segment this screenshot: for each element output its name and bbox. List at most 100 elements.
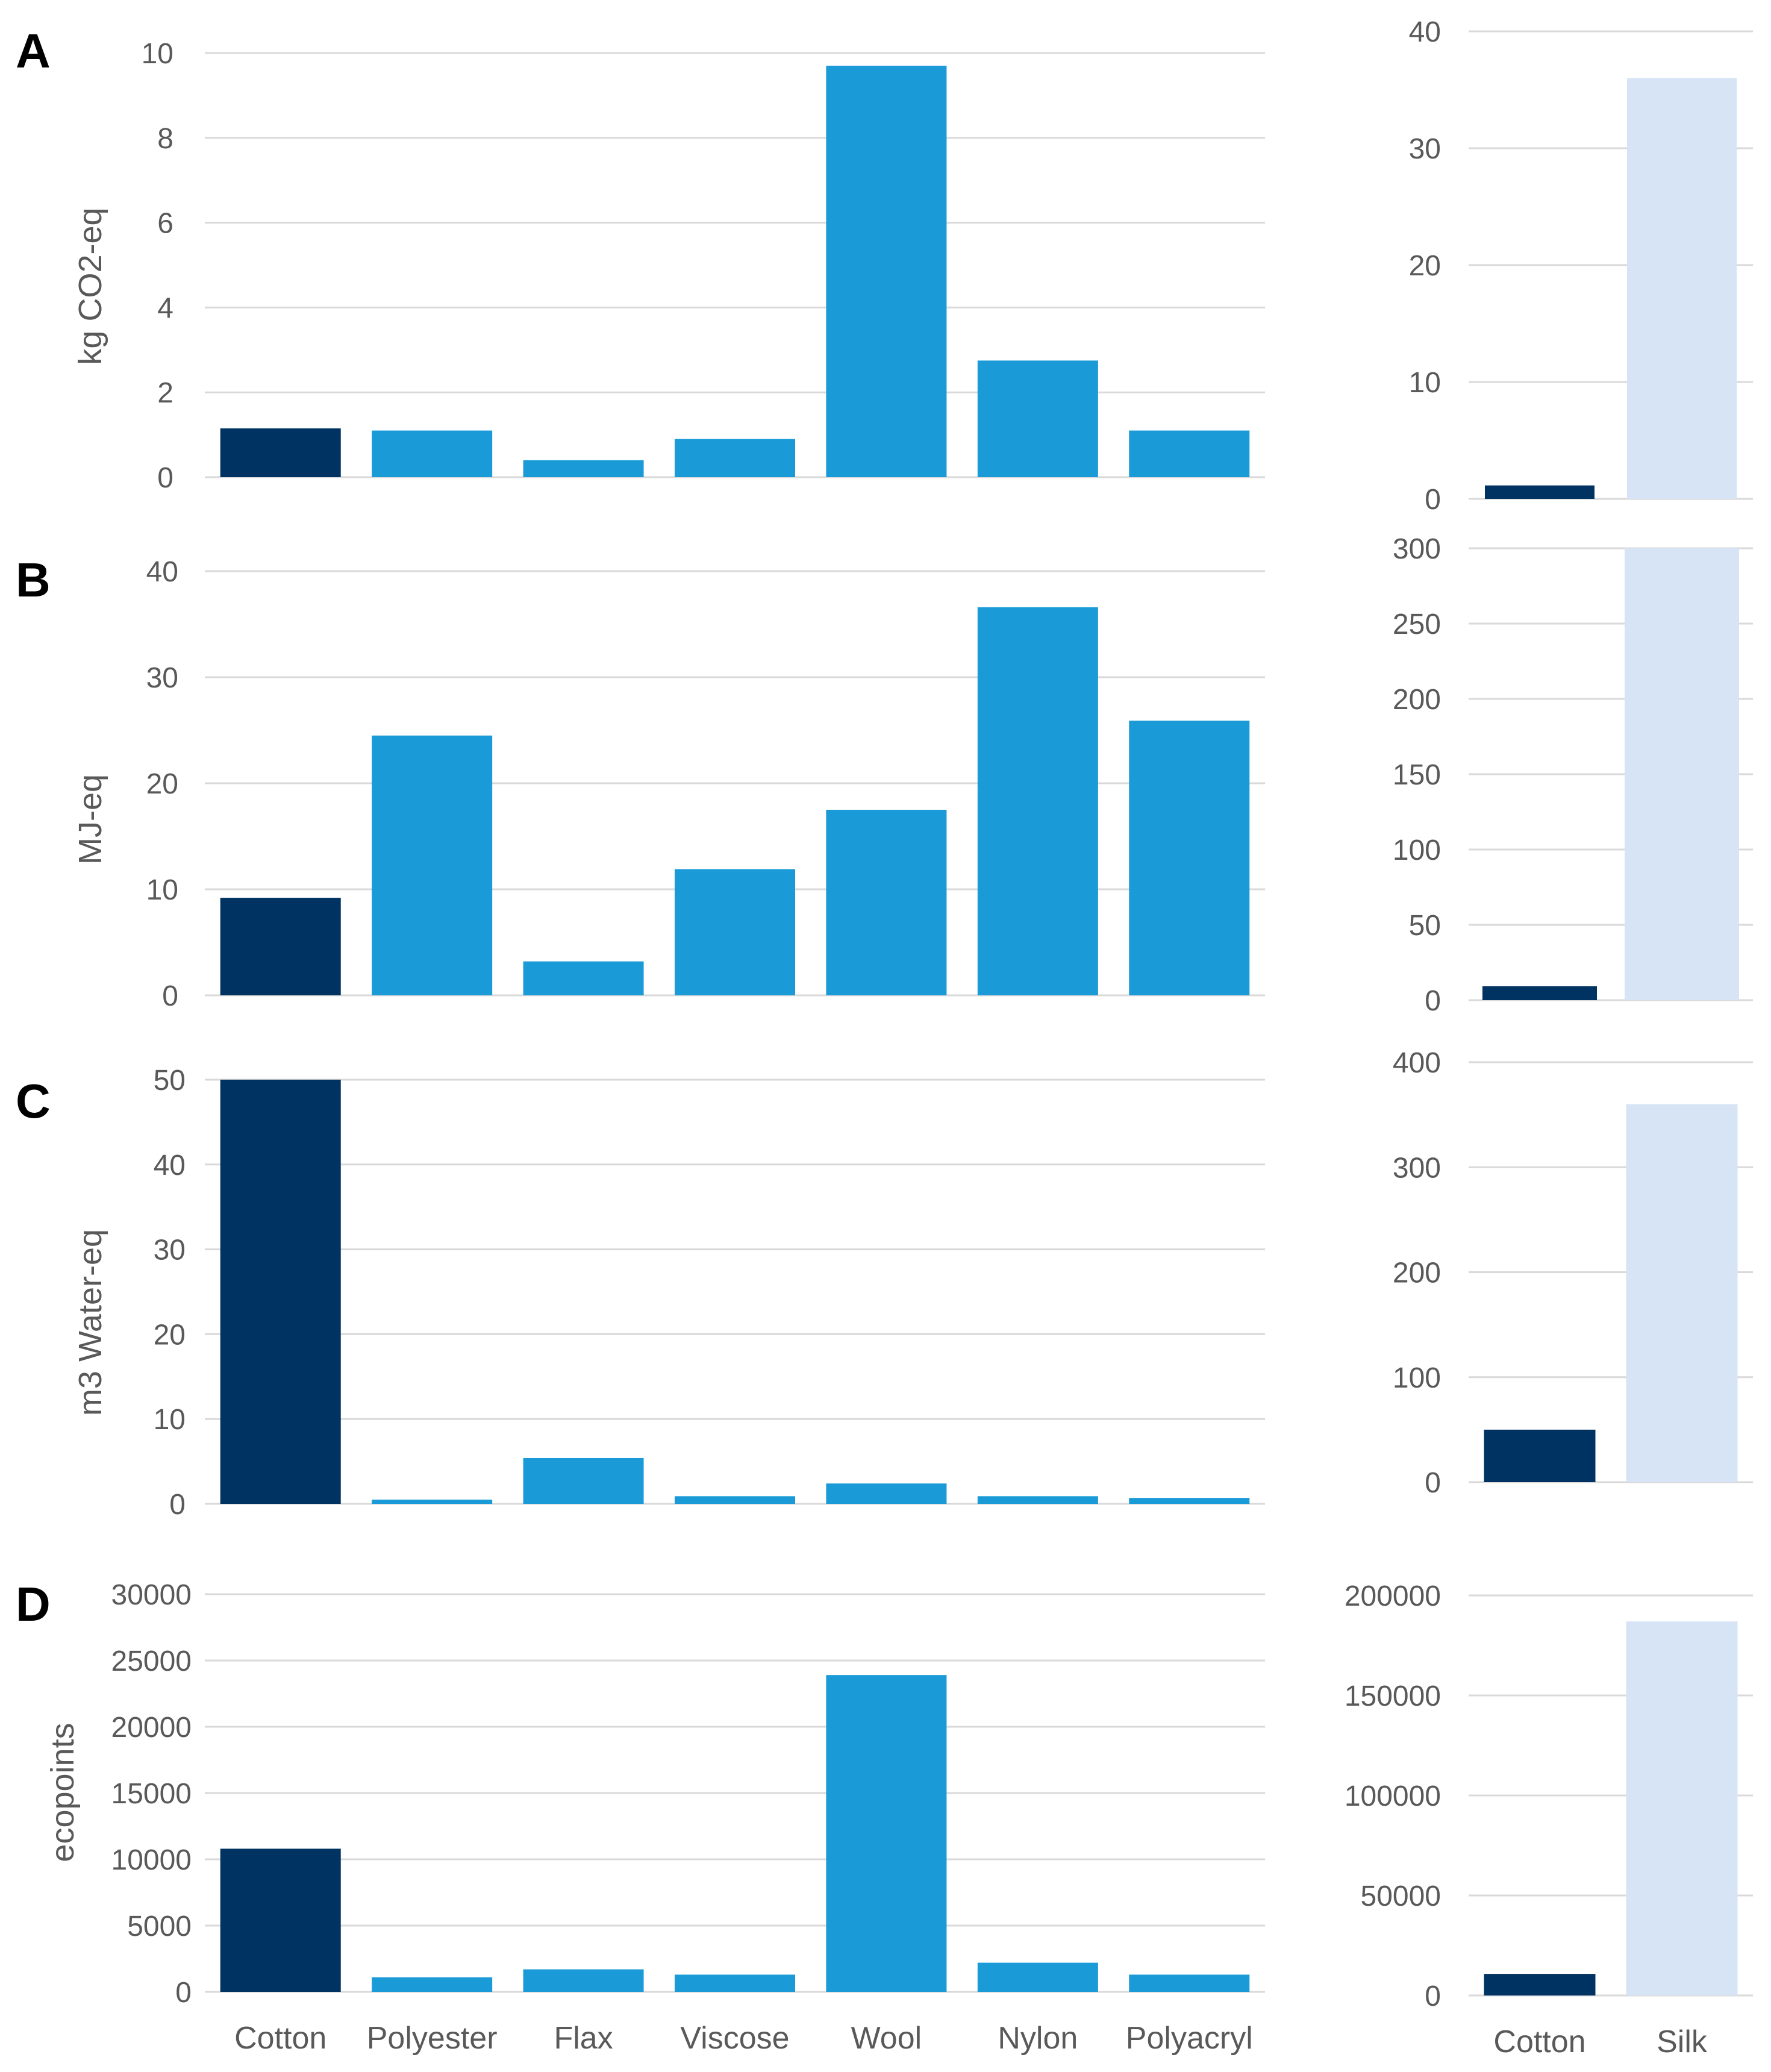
y-tick-label-d-inset-50000: 50000: [1361, 1880, 1441, 1912]
y-tick-label-b-inset-50: 50: [1409, 910, 1441, 942]
y-tick-label-b-inset-100: 100: [1393, 834, 1441, 866]
bar-c-polyacryl: [1129, 1498, 1250, 1504]
y-tick-label-a-8: 8: [157, 123, 173, 155]
y-tick-label-b-10: 10: [146, 874, 178, 906]
panel-letter-a: A: [16, 24, 51, 78]
bar-a-nylon: [977, 360, 1098, 477]
bar-d-viscose: [675, 1974, 795, 1992]
y-axis-label-b: MJ-eq: [72, 774, 108, 865]
y-tick-label-d-5000: 5000: [127, 1911, 192, 1942]
y-tick-label-b-inset-200: 200: [1393, 684, 1441, 716]
y-tick-label-d-30000: 30000: [111, 1579, 192, 1611]
y-tick-label-d-0: 0: [175, 1977, 192, 2009]
y-tick-label-a-inset-10: 10: [1409, 367, 1441, 399]
bar-b-polyacryl: [1129, 721, 1250, 995]
y-tick-label-c-inset-200: 200: [1393, 1257, 1441, 1289]
category-label-d-cotton: Cotton: [234, 2021, 326, 2056]
chart-c: 0 10 20 30 40 50 m3 Water-eq: [72, 1065, 1265, 1521]
y-tick-label-a-inset-30: 30: [1409, 133, 1441, 165]
bar-a-viscose: [675, 439, 795, 477]
y-tick-label-b-20: 20: [146, 768, 178, 800]
chart-b-inset: 0 50 100 150 200 250 300: [1393, 533, 1753, 1017]
y-tick-label-b-30: 30: [146, 662, 178, 694]
y-tick-label-d-inset-0: 0: [1425, 1980, 1441, 2012]
bar-d-cotton: [220, 1848, 341, 1992]
bar-b-polyester: [372, 735, 493, 995]
category-label-d-polyester: Polyester: [367, 2021, 498, 2056]
bar-a-polyacryl: [1129, 430, 1250, 477]
y-tick-label-a-10: 10: [142, 38, 173, 70]
category-label-d-polyacryl: Polyacryl: [1126, 2021, 1253, 2056]
bar-c-polyester: [372, 1499, 493, 1504]
y-tick-label-c-20: 20: [154, 1319, 186, 1351]
bar-b-flax: [523, 961, 644, 995]
chart-d: 0 5000 10000 15000 20000 25000 30000 ecopoints C…: [45, 1579, 1265, 2056]
y-tick-label-d-inset-150000: 150000: [1345, 1680, 1441, 1712]
y-tick-label-c-inset-400: 400: [1393, 1047, 1441, 1079]
y-tick-label-c-inset-300: 300: [1393, 1152, 1441, 1184]
category-label-d-wool: Wool: [851, 2021, 922, 2056]
bar-c-nylon: [977, 1496, 1098, 1504]
bar-d-nylon: [977, 1962, 1098, 1992]
bar-c-wool: [826, 1483, 947, 1504]
y-tick-label-b-0: 0: [162, 980, 178, 1012]
y-tick-label-a-0: 0: [157, 462, 173, 494]
bar-b-cotton: [220, 898, 341, 995]
category-label-d-flax: Flax: [554, 2021, 613, 2056]
bar-a-wool: [826, 66, 947, 478]
bar-b-nylon: [977, 607, 1098, 995]
y-tick-label-b-inset-0: 0: [1425, 985, 1441, 1017]
y-tick-label-b-inset-300: 300: [1393, 533, 1441, 565]
panel-letter-b: B: [16, 553, 51, 607]
bar-a-inset-cotton: [1485, 485, 1595, 499]
y-tick-label-d-10000: 10000: [111, 1844, 192, 1876]
y-axis-label-a: kg CO2-eq: [72, 207, 108, 365]
bar-c-cotton: [220, 1080, 341, 1504]
bar-c-viscose: [675, 1496, 795, 1504]
y-tick-label-a-inset-0: 0: [1425, 484, 1441, 516]
bar-c-inset-silk: [1626, 1104, 1738, 1482]
bar-a-inset-silk: [1627, 78, 1737, 499]
bar-a-cotton: [220, 428, 341, 477]
bar-a-polyester: [372, 430, 493, 477]
y-tick-label-d-15000: 15000: [111, 1778, 192, 1810]
bar-b-inset-cotton: [1482, 986, 1597, 1000]
bar-d-flax: [523, 1969, 644, 1992]
y-tick-label-b-inset-150: 150: [1393, 759, 1441, 791]
y-tick-label-d-inset-100000: 100000: [1345, 1780, 1441, 1812]
y-tick-label-d-20000: 20000: [111, 1712, 192, 1744]
y-tick-label-a-inset-40: 40: [1409, 16, 1441, 48]
y-tick-label-c-40: 40: [154, 1150, 186, 1182]
panel-letter-d: D: [16, 1577, 51, 1631]
y-tick-label-c-30: 30: [154, 1235, 186, 1266]
chart-d-inset: 0 50000 100000 150000 200000 Cotton Silk: [1345, 1580, 1753, 2059]
y-tick-label-a-2: 2: [157, 377, 173, 409]
bar-b-viscose: [675, 869, 795, 995]
y-tick-label-c-50: 50: [154, 1065, 186, 1097]
bar-c-flax: [523, 1457, 644, 1504]
y-tick-label-d-25000: 25000: [111, 1645, 192, 1677]
category-label-d-inset-cotton: Cotton: [1493, 2024, 1585, 2059]
y-tick-label-c-inset-0: 0: [1425, 1467, 1441, 1499]
y-axis-label-d: ecopoints: [45, 1723, 81, 1862]
y-tick-label-a-inset-20: 20: [1409, 250, 1441, 282]
bar-d-polyester: [372, 1977, 493, 1992]
chart-c-inset: 0 100 200 300 400: [1393, 1047, 1753, 1499]
bar-a-flax: [523, 460, 644, 477]
category-label-d-inset-silk: Silk: [1657, 2024, 1708, 2059]
chart-a-inset: 0 10 20 30 40: [1409, 16, 1753, 516]
y-tick-label-a-6: 6: [157, 208, 173, 240]
y-tick-label-d-inset-200000: 200000: [1345, 1580, 1441, 1612]
bar-c-inset-cotton: [1484, 1429, 1596, 1482]
bar-b-wool: [826, 810, 947, 995]
y-tick-label-a-4: 4: [157, 292, 173, 324]
bar-d-wool: [826, 1675, 947, 1992]
panel-letter-c: C: [16, 1074, 51, 1128]
bar-d-inset-cotton: [1484, 1974, 1596, 1995]
chart-a: 0 2 4 6 8 10 kg CO2-eq: [72, 38, 1265, 494]
bar-b-inset-silk: [1625, 548, 1739, 1000]
bar-d-inset-silk: [1626, 1621, 1738, 1995]
y-tick-label-b-inset-250: 250: [1393, 609, 1441, 640]
